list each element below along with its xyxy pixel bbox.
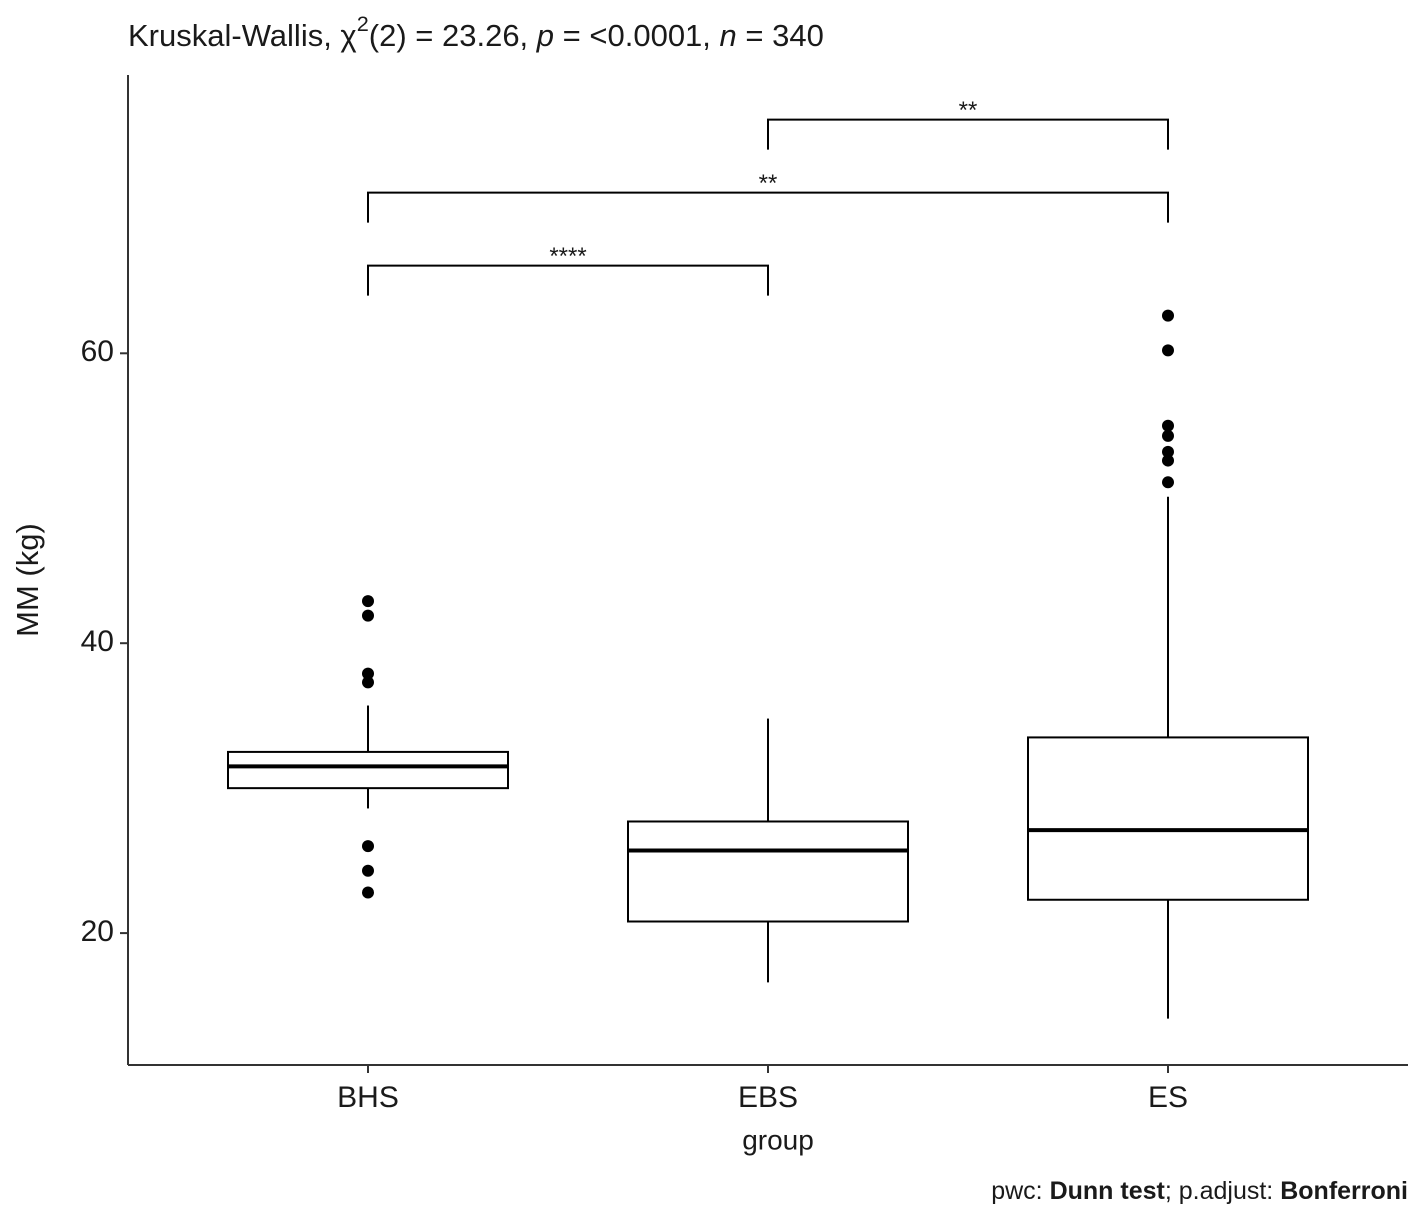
- chart-title: Kruskal-Wallis, χ2(2) = 23.26, p = <0.00…: [128, 11, 824, 53]
- outlier: [1162, 309, 1174, 322]
- box: [627, 820, 909, 923]
- text-part: Dunn test: [1050, 1177, 1166, 1205]
- outlier: [1162, 454, 1174, 467]
- y-tick-label: 20: [81, 915, 114, 948]
- y-tick-label: 40: [81, 625, 114, 658]
- x-tick-label: EBS: [738, 1081, 798, 1114]
- text-part: (2) = 23.26,: [369, 18, 537, 53]
- outlier: [362, 864, 374, 877]
- text-part: p: [536, 18, 554, 53]
- x-tick-label: ES: [1148, 1081, 1188, 1114]
- outlier: [362, 595, 374, 608]
- text-part: pwc:: [991, 1177, 1049, 1205]
- caption: pwc: Dunn test; p.adjust: Bonferroni: [991, 1177, 1408, 1205]
- significance-label: **: [759, 170, 778, 197]
- bracket: [767, 118, 1169, 150]
- text-part: n: [720, 18, 737, 53]
- significance-label: **: [959, 97, 978, 124]
- outlier: [1162, 429, 1174, 442]
- text-part: Kruskal-Wallis, χ: [128, 18, 357, 53]
- text-part: = 340: [737, 18, 824, 53]
- bracket: [367, 264, 769, 296]
- text-part: = <0.0001,: [554, 18, 719, 53]
- text-part: Bonferroni: [1280, 1177, 1408, 1205]
- outlier: [362, 609, 374, 622]
- bracket: [367, 191, 1169, 223]
- y-tick-label: 60: [81, 335, 114, 368]
- significance-label: ****: [549, 243, 586, 270]
- x-tick-label: BHS: [337, 1081, 399, 1114]
- outlier: [362, 840, 374, 853]
- outlier: [362, 886, 374, 899]
- x-axis-title: group: [742, 1124, 814, 1155]
- box: [1027, 736, 1309, 901]
- outlier: [1162, 445, 1174, 458]
- outlier: [362, 667, 374, 680]
- outlier: [1162, 344, 1174, 357]
- outlier: [1162, 476, 1174, 489]
- y-axis-title: MM (kg): [10, 523, 45, 637]
- text-part: ; p.adjust:: [1165, 1177, 1280, 1205]
- outlier: [1162, 419, 1174, 432]
- outlier: [362, 676, 374, 689]
- text-part: 2: [357, 11, 369, 36]
- box: [227, 750, 509, 790]
